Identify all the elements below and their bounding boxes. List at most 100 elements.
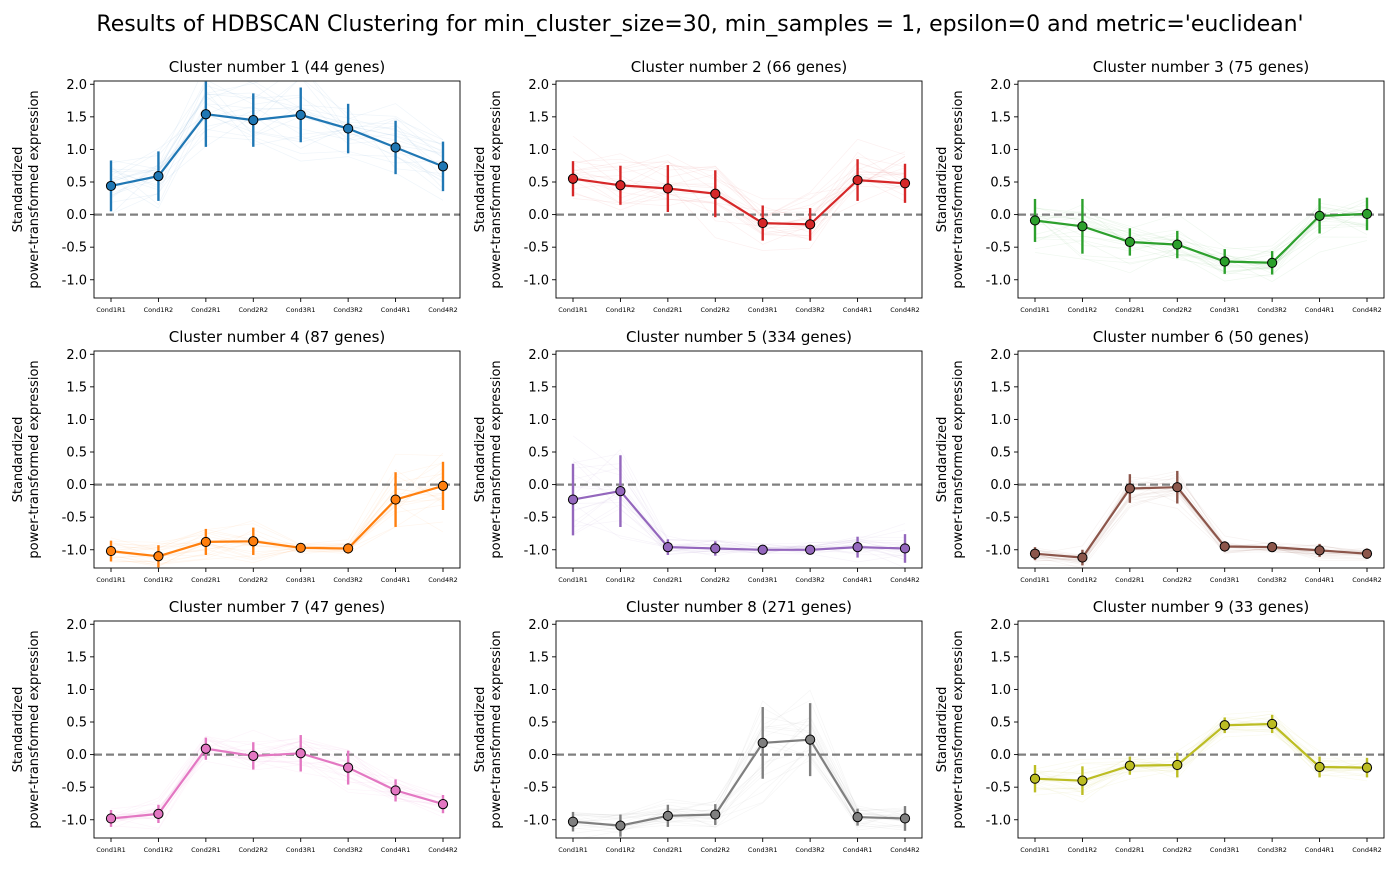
y-axis-label-line-2: power-transformed expression bbox=[489, 630, 504, 828]
y-tick-label: 1.5 bbox=[990, 110, 1011, 125]
x-tick-label: Cond3R2 bbox=[333, 846, 363, 854]
data-point bbox=[615, 820, 626, 831]
gene-trace bbox=[1034, 208, 1368, 266]
gene-trace bbox=[1034, 222, 1368, 266]
x-tick-label: Cond2R2 bbox=[239, 846, 269, 854]
x-tick-label: Cond1R1 bbox=[558, 576, 588, 584]
x-tick-label: Cond3R2 bbox=[1257, 576, 1287, 584]
y-tick-label: 0.0 bbox=[528, 208, 549, 223]
x-tick-label: Cond1R2 bbox=[606, 846, 636, 854]
data-point bbox=[567, 494, 579, 505]
gene-trace bbox=[572, 503, 906, 550]
data-point bbox=[662, 183, 673, 194]
subplot-title: Cluster number 6 (50 genes) bbox=[1093, 328, 1310, 346]
data-point bbox=[710, 809, 721, 820]
subplot-title: Cluster number 4 (87 genes) bbox=[169, 328, 386, 346]
gene-trace bbox=[110, 128, 444, 215]
gene-trace bbox=[572, 485, 906, 548]
gene-trace bbox=[1034, 728, 1368, 796]
y-axis-label-line-2: power-transformed expression bbox=[951, 360, 966, 558]
y-axis-label-line-1: Standardized bbox=[11, 417, 26, 503]
x-tick-label: Cond4R1 bbox=[1305, 846, 1335, 854]
gene-trace bbox=[110, 740, 444, 821]
figure-suptitle: Results of HDBSCAN Clustering for min_cl… bbox=[96, 12, 1304, 37]
data-point bbox=[343, 762, 354, 773]
data-point bbox=[710, 543, 721, 554]
gene-trace bbox=[110, 744, 444, 820]
data-point bbox=[153, 171, 164, 182]
x-tick-label: Cond3R1 bbox=[286, 306, 316, 314]
mean-series-line bbox=[572, 738, 906, 827]
y-axis-label-line-1: Standardized bbox=[473, 147, 488, 233]
data-point bbox=[1267, 718, 1278, 730]
x-tick-label: Cond2R1 bbox=[191, 846, 221, 854]
data-point bbox=[1361, 548, 1373, 559]
y-axis-label-line-1: Standardized bbox=[11, 147, 26, 233]
gene-trace bbox=[110, 112, 444, 172]
y-tick-label: 1.0 bbox=[528, 413, 549, 428]
data-point bbox=[899, 178, 911, 189]
gene-trace bbox=[572, 467, 906, 549]
gene-trace bbox=[110, 115, 444, 170]
gene-trace bbox=[1034, 493, 1368, 567]
gene-trace bbox=[110, 473, 444, 545]
y-tick-label: 2.0 bbox=[528, 348, 549, 363]
x-tick-label: Cond4R2 bbox=[890, 576, 920, 584]
x-tick-label: Cond2R1 bbox=[191, 306, 221, 314]
subplot-title: Cluster number 9 (33 genes) bbox=[1093, 598, 1310, 616]
y-tick-label: 2.0 bbox=[66, 618, 87, 633]
x-tick-label: Cond4R2 bbox=[890, 846, 920, 854]
y-tick-label: 0.5 bbox=[528, 176, 549, 191]
y-axis-label-line-2: power-transformed expression bbox=[27, 630, 42, 828]
x-tick-label: Cond1R2 bbox=[144, 576, 174, 584]
y-tick-label: 2.0 bbox=[528, 78, 549, 93]
gene-trace bbox=[1034, 717, 1368, 786]
data-point bbox=[105, 813, 117, 824]
y-tick-label: -1.0 bbox=[524, 813, 549, 828]
x-tick-label: Cond2R1 bbox=[1115, 306, 1145, 314]
gene-trace bbox=[572, 503, 906, 557]
y-tick-label: 2.0 bbox=[990, 78, 1011, 93]
gene-trace bbox=[1034, 216, 1368, 277]
x-tick-label: Cond1R1 bbox=[558, 306, 588, 314]
mean-series-line bbox=[572, 489, 906, 551]
gene-trace bbox=[110, 496, 444, 559]
gene-trace bbox=[1034, 470, 1368, 563]
subplot-9: 2.0 1.5 1.0 0.5 0.0 -0.5 -1.0 Cond1R1 Cond1R2 Con… bbox=[935, 598, 1385, 854]
x-tick-label: Cond3R2 bbox=[1257, 306, 1287, 314]
data-point bbox=[1314, 210, 1325, 221]
data-point bbox=[153, 551, 164, 562]
y-tick-label: -0.5 bbox=[986, 511, 1011, 526]
y-tick-label: 1.5 bbox=[66, 380, 87, 395]
x-tick-label: Cond3R1 bbox=[748, 306, 778, 314]
data-point bbox=[295, 109, 306, 120]
y-tick-label: 2.0 bbox=[66, 78, 87, 93]
y-tick-label: -1.0 bbox=[524, 273, 549, 288]
gene-trace bbox=[572, 172, 906, 245]
gene-trace bbox=[110, 499, 444, 563]
data-point bbox=[153, 808, 164, 819]
gene-trace bbox=[1034, 728, 1368, 774]
x-tick-label: Cond1R2 bbox=[1068, 576, 1098, 584]
gene-trace bbox=[572, 172, 906, 212]
subplot-6: 2.0 1.5 1.0 0.5 0.0 -0.5 -1.0 Cond1R1 Cond1R2 Con… bbox=[935, 328, 1385, 584]
axes-frame bbox=[555, 350, 923, 569]
y-tick-label: -1.0 bbox=[62, 273, 87, 288]
gene-trace bbox=[110, 83, 444, 182]
data-point bbox=[200, 536, 211, 548]
subplot-3: 2.0 1.5 1.0 0.5 0.0 -0.5 -1.0 Cond1R1 Cond1R2 Con… bbox=[935, 58, 1385, 314]
gene-trace bbox=[1034, 723, 1368, 784]
x-tick-label: Cond1R2 bbox=[144, 846, 174, 854]
data-point bbox=[1077, 552, 1088, 563]
gene-trace bbox=[572, 185, 906, 241]
data-point bbox=[662, 810, 673, 821]
subplot-4: 2.0 1.5 1.0 0.5 0.0 -0.5 -1.0 Cond1R1 Cond1R2 Con… bbox=[11, 328, 461, 584]
x-tick-label: Cond4R2 bbox=[428, 306, 458, 314]
data-point bbox=[567, 173, 579, 184]
x-tick-label: Cond2R2 bbox=[1163, 846, 1193, 854]
gene-trace bbox=[1034, 486, 1368, 562]
gene-trace bbox=[110, 735, 444, 816]
gene-trace bbox=[572, 519, 906, 568]
axes-frame bbox=[93, 620, 461, 839]
data-point bbox=[899, 543, 911, 554]
